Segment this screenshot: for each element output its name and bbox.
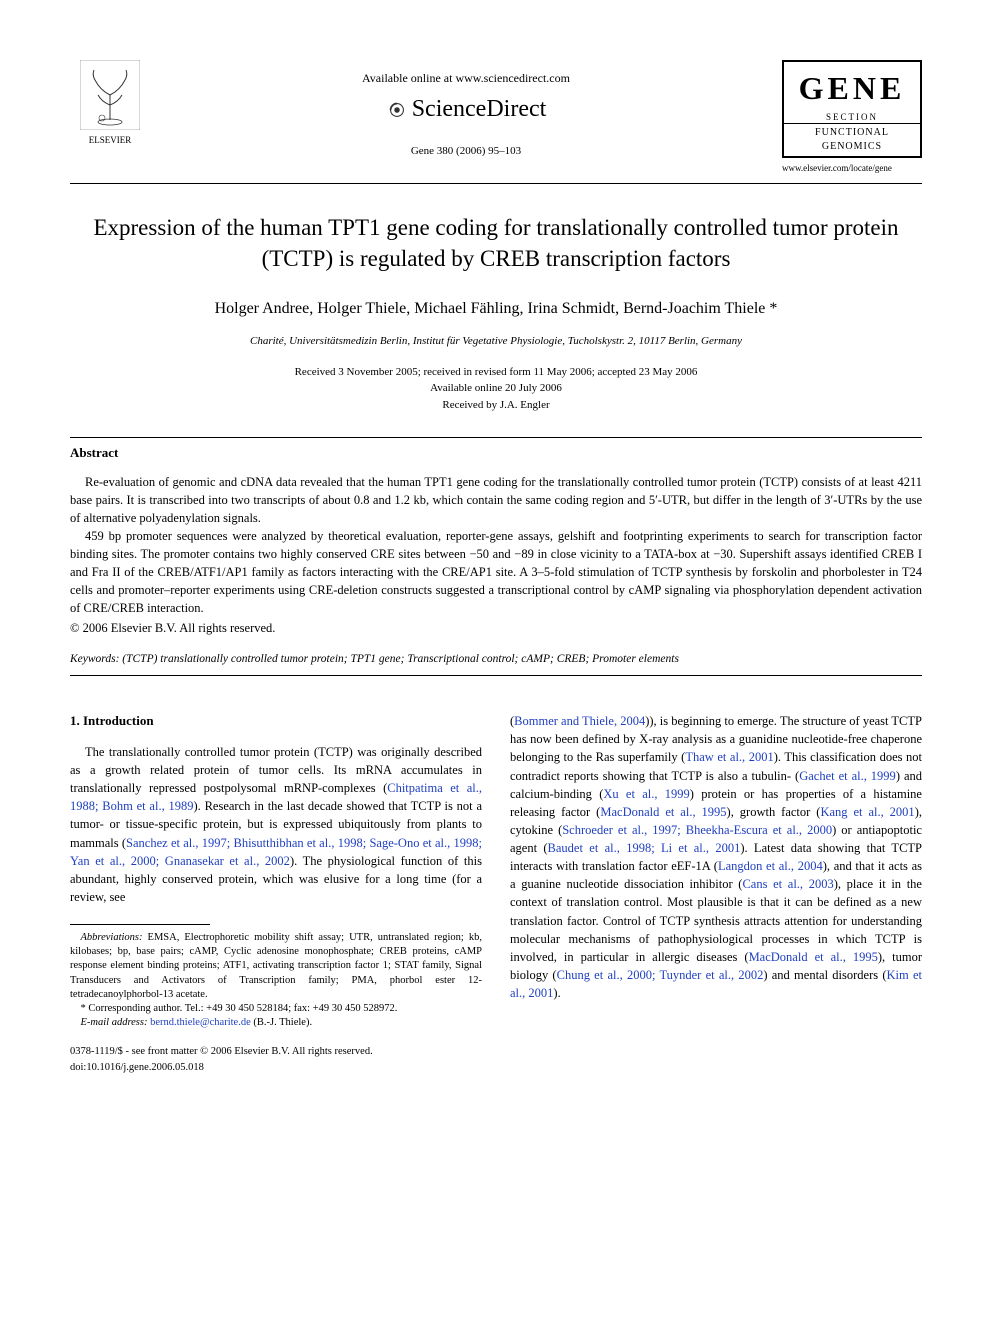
- citation[interactable]: Chung et al., 2000; Tuynder et al., 2002: [557, 968, 764, 982]
- citation[interactable]: Gachet et al., 1999: [799, 769, 896, 783]
- citation[interactable]: Kang et al., 2001: [820, 805, 914, 819]
- citation[interactable]: Bommer and Thiele, 2004: [514, 714, 645, 728]
- corr-text: Tel.: +49 30 450 528184; fax: +49 30 450…: [182, 1003, 397, 1014]
- article-title: Expression of the human TPT1 gene coding…: [70, 212, 922, 274]
- gene-journal-url: www.elsevier.com/locate/gene: [782, 162, 922, 175]
- authors-line: Holger Andree, Holger Thiele, Michael Fä…: [70, 298, 922, 320]
- intro-paragraph-left: The translationally controlled tumor pro…: [70, 743, 482, 906]
- gene-journal-title: GENE: [784, 62, 920, 111]
- email-address[interactable]: bernd.thiele@charite.de: [147, 1017, 250, 1028]
- gene-logo-block: GENE SECTION FUNCTIONAL GENOMICS www.els…: [782, 60, 922, 175]
- received-by: Received by J.A. Engler: [70, 397, 922, 414]
- abstract-top-rule: [70, 437, 922, 438]
- abbrev-label: Abbreviations:: [81, 932, 143, 943]
- citation[interactable]: MacDonald et al., 1995: [749, 950, 878, 964]
- citation[interactable]: Langdon et al., 2004: [718, 859, 823, 873]
- sciencedirect-text: ScienceDirect: [412, 93, 547, 127]
- right-column: (Bommer and Thiele, 2004)), is beginning…: [510, 712, 922, 1075]
- body-text: ) and mental disorders (: [763, 968, 886, 982]
- footnote-divider: [70, 924, 210, 925]
- email-label: E-mail address:: [81, 1017, 148, 1028]
- header-divider: [70, 183, 922, 184]
- body-text: ).: [553, 986, 560, 1000]
- body-columns: 1. Introduction The translationally cont…: [70, 712, 922, 1075]
- center-header: Available online at www.sciencedirect.co…: [150, 60, 782, 160]
- citation[interactable]: Cans et al., 2003: [742, 877, 833, 891]
- footnotes: Abbreviations: EMSA, Electrophoretic mob…: [70, 931, 482, 1030]
- introduction-heading: 1. Introduction: [70, 712, 482, 731]
- sciencedirect-logo: ScienceDirect: [150, 93, 782, 127]
- gene-section-label: SECTION: [784, 111, 920, 124]
- abstract-copyright: © 2006 Elsevier B.V. All rights reserved…: [70, 620, 922, 638]
- gene-subtitle: FUNCTIONAL GENOMICS: [784, 123, 920, 156]
- left-column: 1. Introduction The translationally cont…: [70, 712, 482, 1075]
- citation[interactable]: Schroeder et al., 1997; Bheekha-Escura e…: [562, 823, 832, 837]
- sciencedirect-icon: [386, 99, 408, 121]
- abstract-paragraph-1: Re-evaluation of genomic and cDNA data r…: [70, 473, 922, 527]
- abstract-bottom-rule: [70, 675, 922, 676]
- citation[interactable]: Thaw et al., 2001: [685, 750, 773, 764]
- available-online-date: Available online 20 July 2006: [70, 380, 922, 397]
- article-dates: Received 3 November 2005; received in re…: [70, 364, 922, 414]
- journal-header: ELSEVIER Available online at www.science…: [70, 60, 922, 175]
- abstract-paragraph-2: 459 bp promoter sequences were analyzed …: [70, 527, 922, 618]
- corresponding-author-footnote: * Corresponding author. Tel.: +49 30 450…: [70, 1002, 482, 1016]
- body-text: ), growth factor (: [727, 805, 821, 819]
- affiliation: Charité, Universitätsmedizin Berlin, Ins…: [70, 334, 922, 349]
- keywords-line: Keywords: (TCTP) translationally control…: [70, 651, 922, 667]
- abstract-body: Re-evaluation of genomic and cDNA data r…: [70, 473, 922, 618]
- keywords-text: (TCTP) translationally controlled tumor …: [119, 653, 679, 665]
- front-matter-line: 0378-1119/$ - see front matter © 2006 El…: [70, 1044, 482, 1059]
- received-dates: Received 3 November 2005; received in re…: [70, 364, 922, 381]
- elsevier-logo: ELSEVIER: [70, 60, 150, 146]
- keywords-label: Keywords:: [70, 653, 119, 665]
- citation[interactable]: Baudet et al., 1998; Li et al., 2001: [548, 841, 741, 855]
- elsevier-label: ELSEVIER: [70, 134, 150, 147]
- abbreviations-footnote: Abbreviations: EMSA, Electrophoretic mob…: [70, 931, 482, 1002]
- elsevier-tree-icon: [80, 60, 140, 130]
- corr-label: * Corresponding author.: [81, 1003, 183, 1014]
- intro-paragraph-right: (Bommer and Thiele, 2004)), is beginning…: [510, 712, 922, 1002]
- available-online-text: Available online at www.sciencedirect.co…: [150, 70, 782, 87]
- abstract-heading: Abstract: [70, 444, 922, 462]
- email-footnote: E-mail address: bernd.thiele@charite.de …: [70, 1016, 482, 1030]
- citation[interactable]: MacDonald et al., 1995: [600, 805, 726, 819]
- doi-line: doi:10.1016/j.gene.2006.05.018: [70, 1060, 482, 1075]
- email-suffix: (B.-J. Thiele).: [251, 1017, 312, 1028]
- citation[interactable]: Xu et al., 1999: [603, 787, 689, 801]
- journal-reference: Gene 380 (2006) 95–103: [150, 144, 782, 159]
